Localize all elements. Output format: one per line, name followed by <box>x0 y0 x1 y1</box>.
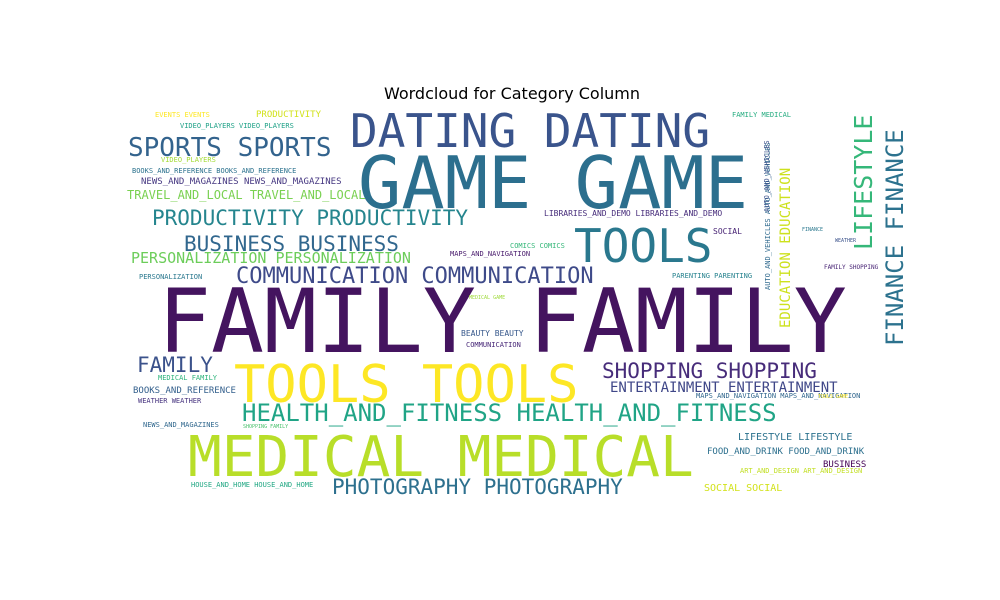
wordcloud-word: DATING DATING <box>350 104 710 158</box>
wordcloud-word: SHOPPING SHOPPING <box>602 359 817 383</box>
wordcloud-word: LIBRARIES_AND_DEMO LIBRARIES_AND_DEMO <box>544 209 722 218</box>
wordcloud-word: FINANCE FINANCE <box>881 129 909 346</box>
wordcloud-word: TOOLS TOOLS <box>234 355 578 415</box>
wordcloud-word: AUTO_AND_VEHICLES AUTO_AND_VEHICLES <box>764 142 772 290</box>
wordcloud-word: LIFESTYLE <box>849 115 878 250</box>
wordcloud-word: COMICS COMICS <box>510 242 565 250</box>
wordcloud-word: COMMUNICATION COMMUNICATION <box>236 264 594 289</box>
wordcloud-word: PERSONALIZATION PERSONALIZATION <box>131 249 411 267</box>
wordcloud-word: PHOTOGRAPHY PHOTOGRAPHY <box>332 475 623 499</box>
wordcloud-word: FAMILY SHOPPING <box>824 264 879 271</box>
wordcloud-word: SOCIAL <box>713 227 742 236</box>
wordcloud-word: EVENTS EVENTS <box>155 111 210 119</box>
wordcloud-word: FINANCE <box>802 227 823 233</box>
wordcloud-word: PERSONALIZATION <box>139 273 202 281</box>
wordcloud-word: VIDEO_PLAYERS VIDEO_PLAYERS <box>180 122 294 130</box>
wordcloud-word: MAPS_AND_NAVIGATION MAPS_AND_NAVIGATION <box>696 392 860 400</box>
wordcloud-word: NEWS_AND_MAGAZINES NEWS_AND_MAGAZINES <box>141 177 341 187</box>
wordcloud-word: WEATHER WEATHER <box>138 397 202 405</box>
wordcloud-word: FOOD_AND_DRINK FOOD_AND_DRINK <box>707 447 865 457</box>
wordcloud-word: PRODUCTIVITY <box>256 110 322 120</box>
wordcloud-word: FAMILY MEDICAL <box>732 111 791 119</box>
wordcloud-word: GAME GAME <box>358 141 748 225</box>
wordcloud-word: FAMILY <box>137 353 213 377</box>
wordcloud-word: HOUSE_AND_HOME HOUSE_AND_HOME <box>191 481 313 489</box>
wordcloud-word: MAPS_AND_NAVIGATION <box>450 250 530 258</box>
wordcloud-word: MEDICAL MEDICAL <box>188 425 694 490</box>
wordcloud-word: HEALTH_AND_FITNESS HEALTH_AND_FITNESS <box>242 399 777 427</box>
wordcloud-word: NEWS_AND_MAGAZINES <box>143 421 219 429</box>
wordcloud-word: PRODUCTIVITY PRODUCTIVITY <box>152 206 468 230</box>
wordcloud-word: VIDEO_PLAYERS <box>161 156 216 164</box>
wordcloud-word: TOOLS GAME <box>818 394 848 400</box>
wordcloud-word: FAMILY FAMILY <box>158 270 847 373</box>
wordcloud-word: MEDICAL FAMILY <box>158 374 218 382</box>
wordcloud-word: COMMUNICATION <box>466 341 521 349</box>
wordcloud-word: ENTERTAINMENT ENTERTAINMENT <box>610 380 838 396</box>
wordcloud-word: BEAUTY BEAUTY <box>461 329 524 338</box>
wordcloud-word: SHOPPING FAMILY <box>243 424 288 430</box>
wordcloud-word: WEATHER <box>835 238 857 244</box>
wordcloud-word: TRAVEL_AND_LOCAL TRAVEL_AND_LOCAL <box>127 188 365 202</box>
wordcloud-word: BUSINESS BUSINESS <box>184 232 399 256</box>
wordcloud-word: MEDICAL GAME <box>469 295 505 301</box>
wordcloud-word: BUSINESS <box>823 460 866 470</box>
wordcloud-word: SPORTS SPORTS <box>128 133 332 163</box>
chart-title: Wordcloud for Category Column <box>383 84 641 103</box>
wordcloud-word: TOOLS <box>574 219 712 273</box>
wordcloud-word: AUTO_AND_VEHICLES <box>763 140 771 212</box>
wordcloud-word: ART_AND_DESIGN ART_AND_DESIGN <box>740 467 862 475</box>
wordcloud-word: SOCIAL SOCIAL <box>704 483 782 494</box>
wordcloud-word: BOOKS_AND_REFERENCE BOOKS_AND_REFERENCE <box>132 167 296 175</box>
wordcloud-word: EDUCATION EDUCATION <box>778 168 794 328</box>
wordcloud-word: PARENTING PARENTING <box>672 272 752 280</box>
wordcloud-word: BOOKS_AND_REFERENCE <box>133 386 236 396</box>
wordcloud-word: LIFESTYLE LIFESTYLE <box>738 432 852 443</box>
